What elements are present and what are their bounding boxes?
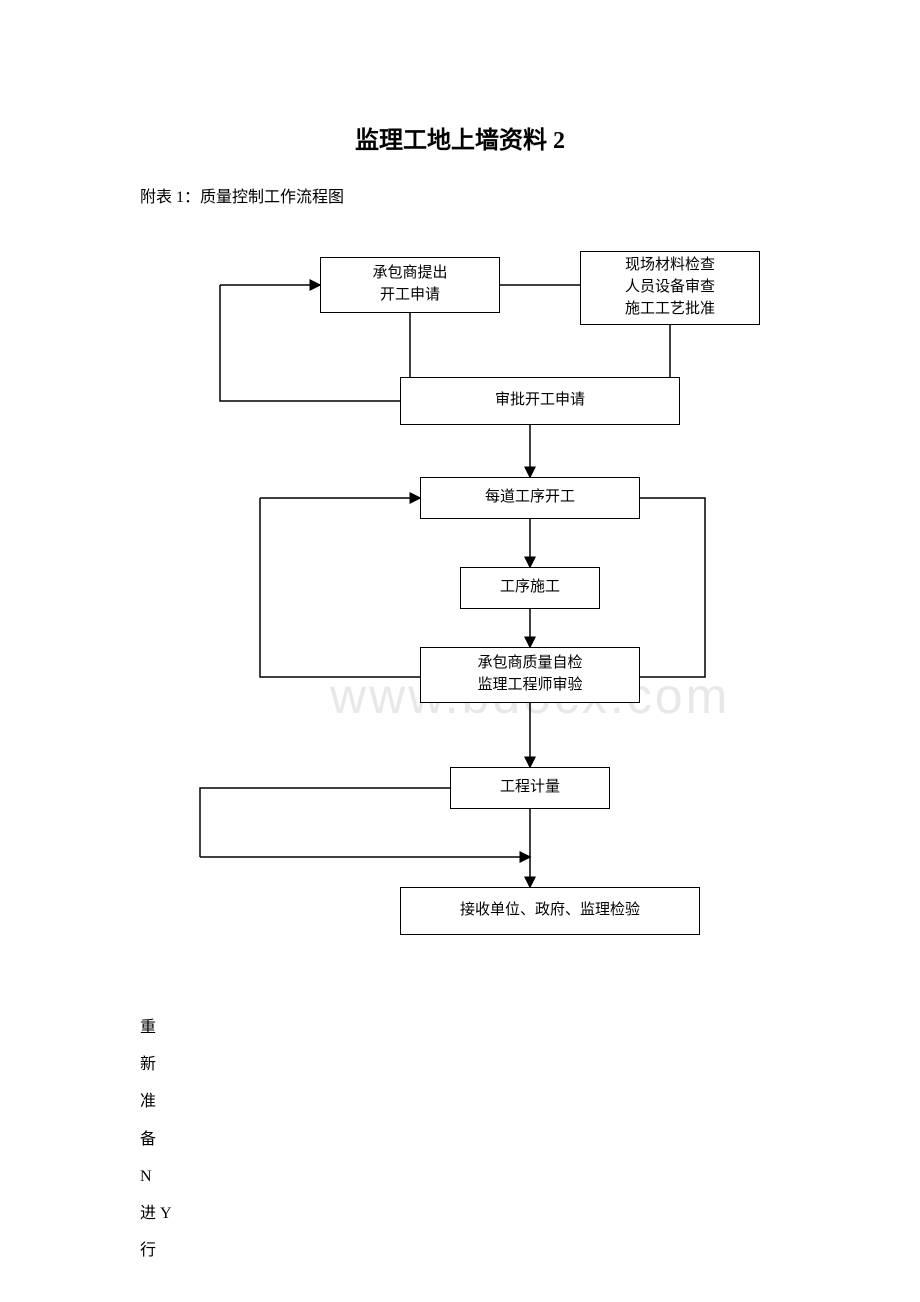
flow-node-n3: 审批开工申请	[400, 377, 680, 425]
document-title: 监理工地上墙资料 2	[60, 120, 860, 155]
bottom-text-line: 准	[140, 1084, 172, 1119]
flow-node-n5: 工序施工	[460, 567, 600, 609]
flowchart-edges	[140, 247, 840, 977]
flow-node-text: 开工申请	[380, 285, 440, 307]
flow-edge	[640, 498, 705, 677]
flow-node-text: 人员设备审查	[625, 277, 715, 299]
flow-node-text: 每道工序开工	[485, 487, 575, 509]
flow-node-text: 接收单位、政府、监理检验	[460, 900, 640, 922]
bottom-text-line: 重	[140, 1010, 172, 1045]
bottom-text-block: 重新准备N进 Y行	[140, 1010, 172, 1270]
flow-node-text: 审批开工申请	[495, 390, 585, 412]
flow-node-n8: 接收单位、政府、监理检验	[400, 887, 700, 935]
bottom-text-line: 备	[140, 1122, 172, 1157]
flow-node-n4: 每道工序开工	[420, 477, 640, 519]
flow-node-text: 承包商提出	[372, 263, 447, 285]
bottom-text-line: 新	[140, 1047, 172, 1082]
flow-node-n6: 承包商质量自检监理工程师审验	[420, 647, 640, 703]
flowchart-container: www.bdocx.com 承包商提出开工申请现场材料检查人员设备审查施工工艺批…	[140, 247, 840, 977]
flow-edge	[200, 788, 450, 857]
flow-node-n7: 工程计量	[450, 767, 610, 809]
flow-node-text: 承包商质量自检	[477, 653, 582, 675]
flow-node-text: 监理工程师审验	[477, 675, 582, 697]
bottom-text-line: 进 Y	[140, 1196, 172, 1231]
flow-node-text: 工序施工	[500, 577, 560, 599]
flow-node-text: 施工工艺批准	[625, 299, 715, 321]
document-subtitle: 附表 1：质量控制工作流程图	[140, 183, 860, 207]
bottom-text-line: N	[140, 1159, 172, 1194]
flow-node-n2: 现场材料检查人员设备审查施工工艺批准	[580, 251, 760, 325]
bottom-text-line: 行	[140, 1233, 172, 1268]
flow-node-text: 工程计量	[500, 777, 560, 799]
flow-edge	[260, 498, 420, 677]
flow-node-text: 现场材料检查	[625, 255, 715, 277]
flow-node-n1: 承包商提出开工申请	[320, 257, 500, 313]
